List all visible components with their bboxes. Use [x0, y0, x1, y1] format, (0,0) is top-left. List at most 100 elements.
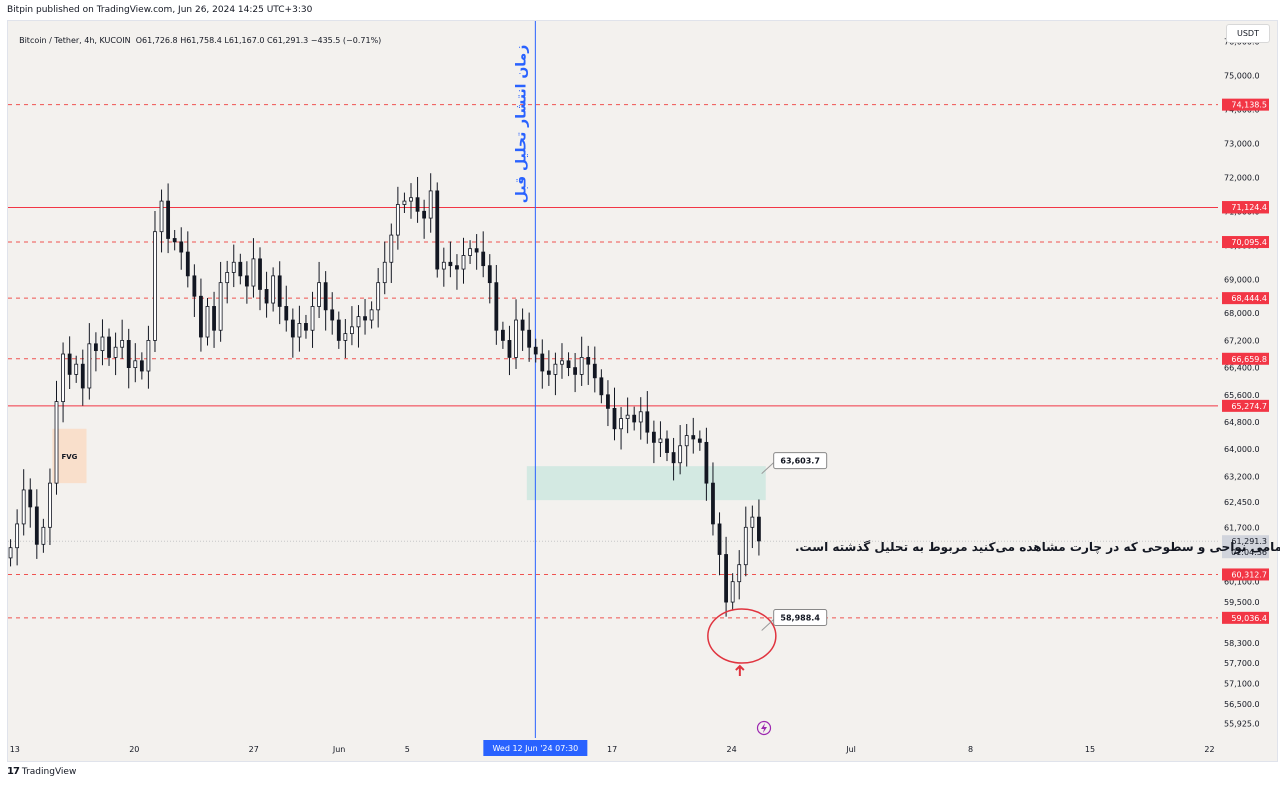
- x-axis-tick-label: 5: [405, 745, 410, 754]
- candle-body: [15, 523, 20, 549]
- candle-body: [606, 394, 610, 409]
- candle-body: [28, 489, 33, 508]
- candle-body: [107, 336, 111, 358]
- callout-label: 63,603.7: [780, 457, 819, 466]
- y-axis-tick-label: 75,000.0: [1224, 71, 1260, 80]
- candle-body: [218, 282, 223, 331]
- x-axis-tick-label: Jun: [332, 745, 346, 754]
- candle-body: [579, 357, 584, 375]
- y-axis-tick-label: 61,700.0: [1224, 523, 1260, 532]
- price-level-badge-label: 66,659.8: [1231, 355, 1267, 364]
- candle-body: [395, 204, 400, 236]
- candle-body: [625, 414, 630, 419]
- y-axis-tick-label: 63,200.0: [1224, 472, 1260, 481]
- symbol-legend: Bitcoin / Tether, 4h, KUCOIN O61,726.8 H…: [14, 27, 381, 45]
- candle-body: [41, 526, 46, 545]
- candle-body: [225, 272, 230, 284]
- candle-body: [671, 452, 676, 464]
- candle-body: [409, 197, 413, 202]
- candle-body: [343, 333, 348, 341]
- candle-body: [665, 438, 669, 453]
- price-level-badge: [1222, 399, 1269, 412]
- candle-body: [284, 306, 289, 321]
- candle-body: [356, 316, 361, 328]
- candle-body: [612, 407, 617, 430]
- y-axis-tick-label: 59,500.0: [1224, 598, 1260, 607]
- callout-pointer: [761, 619, 775, 631]
- candle-body: [468, 248, 472, 256]
- candle-body: [507, 340, 512, 358]
- current-price-label: 61,291.3: [1231, 537, 1267, 546]
- candle-body: [619, 418, 623, 430]
- candle-body: [684, 435, 689, 447]
- candle-body: [61, 353, 65, 402]
- candle-body: [717, 523, 722, 555]
- ohlc-low: L61,167.0: [224, 36, 265, 45]
- candle-body: [21, 489, 26, 525]
- candle-body: [560, 360, 564, 365]
- candle-body: [697, 438, 702, 443]
- candle-body: [153, 231, 157, 341]
- candle-body: [592, 363, 597, 379]
- candle-body: [113, 346, 118, 358]
- candle-body: [54, 401, 59, 484]
- candle-body: [724, 554, 728, 603]
- bar-countdown-label: 01:04:36: [1231, 548, 1267, 557]
- candle-body: [704, 441, 709, 484]
- candle-body: [304, 323, 308, 331]
- x-axis-tick-label: 27: [249, 745, 259, 754]
- price-level-badge-label: 68,444.4: [1231, 294, 1267, 303]
- candle-body: [166, 200, 171, 239]
- candle-body: [336, 319, 341, 341]
- candle-body: [297, 323, 302, 338]
- zone-demand-zone: [526, 466, 766, 501]
- ohlc-open: O61,726.8: [135, 36, 178, 45]
- candle-body: [382, 261, 387, 284]
- candle-body: [651, 431, 656, 443]
- x-axis-tick-label: 22: [1204, 745, 1214, 754]
- candle-body: [757, 516, 761, 542]
- y-axis-tick-label: 57,100.0: [1224, 680, 1260, 689]
- callout-pointer: [761, 462, 775, 474]
- candle-body: [658, 438, 663, 443]
- candle-body: [481, 251, 486, 267]
- tradingview-logo-icon: 𝟭𝟳: [7, 766, 20, 777]
- ohlc-close: C61,291.3: [267, 36, 309, 45]
- x-axis-tick-label: 20: [129, 745, 139, 754]
- candle-body: [645, 411, 650, 433]
- candle-body: [93, 343, 98, 352]
- price-level-badge: [1222, 236, 1269, 249]
- candle-body: [435, 190, 440, 270]
- candle-body: [389, 234, 394, 263]
- up-arrow-icon: [735, 664, 745, 677]
- crosshair-time-label: Wed 12 Jun '24 07:30: [492, 744, 578, 753]
- y-axis-tick-label: 64,000.0: [1224, 445, 1260, 454]
- candle-body: [363, 316, 367, 321]
- candle-body: [172, 238, 177, 243]
- candle-body: [540, 353, 545, 372]
- x-axis-tick-label: 15: [1085, 745, 1095, 754]
- candle-body: [199, 295, 203, 338]
- price-level-badge-label: 70,095.4: [1231, 238, 1267, 247]
- ohlc-change: −435.5 (−0.71%): [310, 36, 382, 45]
- candle-body: [533, 346, 538, 355]
- y-axis-tick-label: 60,100.0: [1224, 578, 1260, 587]
- zone-label-FVG: FVG: [61, 453, 77, 461]
- candle-body: [277, 275, 282, 307]
- y-axis-tick-label: 62,450.0: [1224, 498, 1260, 507]
- candle-body: [251, 258, 256, 287]
- candle-body: [599, 377, 604, 396]
- candle-body: [238, 261, 243, 277]
- chart-frame[interactable]: [7, 20, 1278, 762]
- currency-button[interactable]: USDT: [1226, 24, 1270, 43]
- footer: 𝟭𝟳 TradingView: [7, 766, 76, 777]
- price-level-badge: [1222, 611, 1269, 624]
- y-axis-tick-label: 57,700.0: [1224, 659, 1260, 668]
- candle-body: [74, 363, 79, 375]
- x-axis-tick-label: 13: [10, 745, 20, 754]
- candle-body: [750, 516, 755, 528]
- price-level-badge-label: 60,312.7: [1231, 570, 1267, 579]
- candle-body: [264, 289, 269, 304]
- candle-body: [737, 564, 742, 583]
